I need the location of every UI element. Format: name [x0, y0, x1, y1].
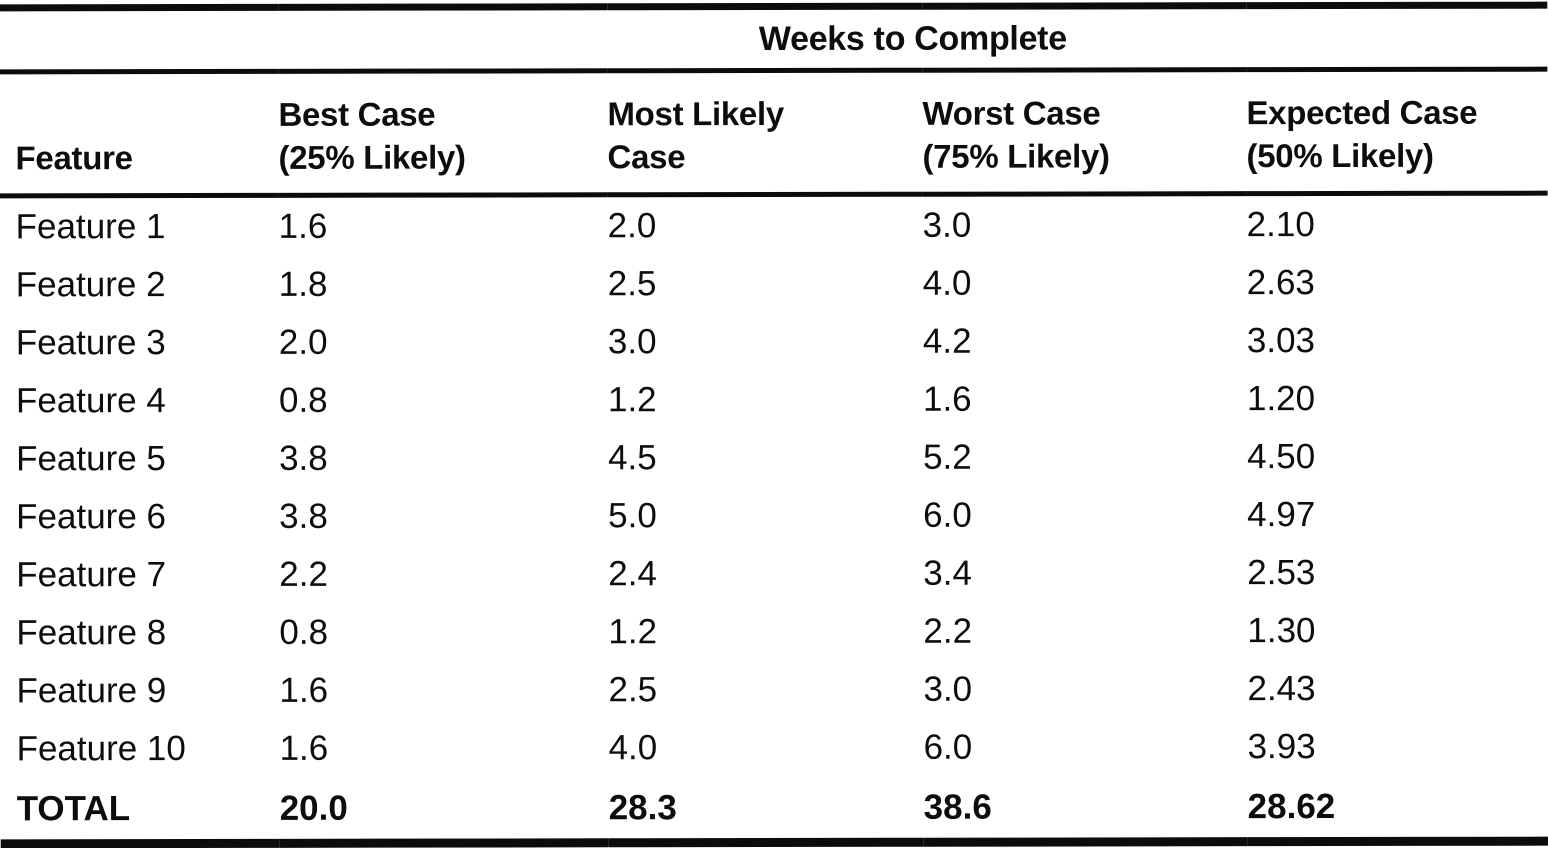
expected-case-cell: 2.63 [1246, 263, 1315, 303]
most-likely-cell: 2.0 [607, 206, 657, 246]
most-likely-cell: 5.0 [608, 496, 657, 536]
spanner-spacer [0, 7, 279, 72]
col-header-feature-line1: Feature [15, 139, 133, 177]
worst-case-cell: 1.6 [922, 379, 972, 419]
most-likely-cell: 2.5 [607, 264, 657, 304]
col-header-most-likely: Most Likely Case [607, 70, 923, 195]
expected-case-cell: 1.20 [1246, 379, 1316, 419]
table-head: Weeks to Complete Feature Best Case (25%… [0, 5, 1548, 196]
feature-cell: Feature 1 [15, 207, 166, 247]
most-likely-cell: 4.0 [608, 728, 658, 768]
expected-case-cell: 1.30 [1247, 611, 1316, 651]
col-header-best-case-line1: Best Case [278, 95, 436, 133]
table-row-feature-9: Feature 9 1.6 2.5 3.0 2.43 [0, 660, 1548, 721]
worst-case-cell: 5.2 [923, 437, 972, 477]
table-row-feature-5: Feature 5 3.8 4.5 5.2 4.50 [0, 428, 1548, 489]
expected-case-cell: 3.03 [1246, 321, 1316, 361]
table-title: Weeks to Complete [278, 5, 1548, 72]
col-header-most-likely-line1: Most Likely [607, 94, 784, 133]
most-likely-cell: 2.4 [608, 554, 657, 594]
expected-case-cell: 2.43 [1247, 669, 1316, 709]
best-case-cell: 2.2 [279, 554, 328, 594]
table-row-feature-7: Feature 7 2.2 2.4 3.4 2.53 [0, 544, 1548, 605]
table-row-feature-6: Feature 6 3.8 5.0 6.0 4.97 [0, 486, 1548, 547]
expected-case-cell: 3.93 [1247, 727, 1316, 767]
feature-cell: Feature 5 [16, 439, 166, 479]
total-worst-case-cell: 38.6 [923, 776, 1248, 843]
best-case-cell: 1.8 [278, 264, 328, 304]
feature-cell: Feature 2 [15, 265, 166, 305]
col-header-feature: Feature [0, 71, 279, 196]
feature-cell: Feature 3 [15, 323, 166, 363]
feature-cell: Feature 4 [15, 381, 166, 421]
best-case-cell: 0.8 [279, 612, 329, 652]
most-likely-cell: 2.5 [608, 670, 658, 710]
best-case-cell: 1.6 [279, 728, 329, 768]
feature-cell: Feature 10 [16, 729, 186, 769]
col-header-worst-case-line1: Worst Case [922, 94, 1101, 132]
most-likely-cell: 3.0 [607, 322, 657, 362]
total-expected-case-cell: 28.62 [1247, 775, 1548, 842]
best-case-cell: 1.6 [278, 206, 328, 246]
worst-case-cell: 3.4 [923, 553, 972, 593]
most-likely-cell: 1.2 [607, 380, 657, 420]
worst-case-cell: 2.2 [923, 611, 973, 651]
most-likely-cell: 1.2 [608, 612, 658, 652]
col-header-best-case: Best Case (25% Likely) [278, 70, 608, 196]
col-header-expected-case-line1: Expected Case [1246, 93, 1478, 132]
col-header-expected-case-line2: (50% Likely) [1246, 137, 1434, 175]
most-likely-cell: 4.5 [608, 438, 657, 478]
worst-case-cell: 3.0 [922, 205, 972, 245]
worst-case-cell: 3.0 [923, 669, 973, 709]
worst-case-cell: 4.2 [922, 321, 972, 361]
col-header-most-likely-line2: Case [607, 138, 686, 176]
table-row-feature-4: Feature 4 0.8 1.2 1.6 1.20 [0, 370, 1548, 431]
worst-case-cell: 4.0 [922, 263, 972, 303]
feature-cell: Feature 9 [16, 671, 167, 711]
table-row-feature-3: Feature 3 2.0 3.0 4.2 3.03 [0, 312, 1548, 373]
total-most-likely-cell: 28.3 [608, 776, 924, 843]
spanner-row: Weeks to Complete [0, 5, 1548, 72]
table-row-feature-2: Feature 2 1.8 2.5 4.0 2.63 [0, 254, 1548, 315]
expected-case-cell: 2.10 [1246, 205, 1315, 245]
col-header-worst-case: Worst Case (75% Likely) [922, 69, 1247, 195]
best-case-cell: 1.6 [279, 670, 329, 710]
table-body: Feature 1 1.6 2.0 3.0 2.10 Feature 2 1.8… [0, 193, 1548, 844]
table-row-total: TOTAL 20.0 28.3 38.6 28.62 [0, 775, 1548, 844]
expected-case-cell: 2.53 [1247, 553, 1316, 593]
table-row-feature-10: Feature 10 1.6 4.0 6.0 3.93 [1, 718, 1548, 779]
best-case-cell: 3.8 [279, 438, 328, 478]
column-header-row: Feature Best Case (25% Likely) Most Like… [0, 69, 1548, 196]
worst-case-cell: 6.0 [923, 727, 973, 767]
table-row-feature-1: Feature 1 1.6 2.0 3.0 2.10 [0, 193, 1548, 256]
expected-case-cell: 4.97 [1247, 495, 1316, 535]
table-row-feature-8: Feature 8 0.8 1.2 2.2 1.30 [0, 602, 1548, 663]
best-case-cell: 3.8 [279, 496, 328, 536]
best-case-cell: 2.0 [278, 322, 328, 362]
total-best-case-cell: 20.0 [279, 777, 609, 844]
feature-cell: Feature 7 [16, 555, 167, 595]
best-case-cell: 0.8 [278, 380, 328, 420]
worst-case-cell: 6.0 [923, 495, 972, 535]
feature-cell: Feature 8 [16, 613, 167, 653]
col-header-worst-case-line2: (75% Likely) [922, 137, 1110, 176]
total-label-cell: TOTAL [0, 777, 280, 844]
col-header-expected-case: Expected Case (50% Likely) [1246, 69, 1548, 194]
feature-cell: Feature 6 [16, 497, 167, 537]
col-header-best-case-line2: (25% Likely) [278, 138, 466, 177]
expected-case-cell: 4.50 [1247, 437, 1316, 477]
